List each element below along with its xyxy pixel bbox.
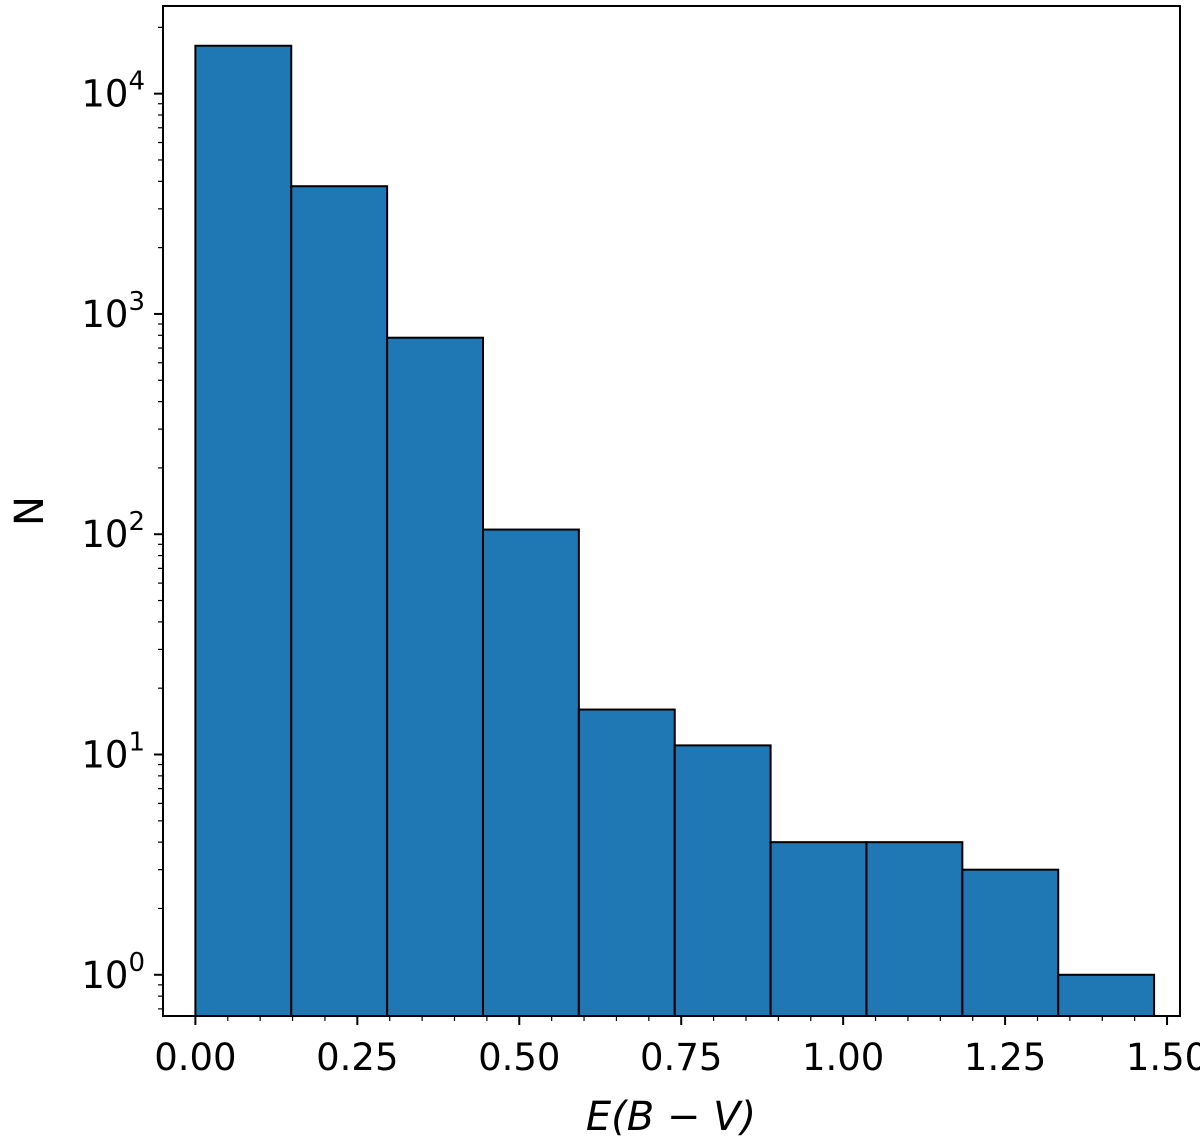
y-axis-label: N (7, 496, 53, 526)
ticks-group: 0.00 0.25 0.50 0.75 1.00 1.25 1.50 100 101 102 103… (81, 26, 1200, 1079)
x-tick-label: 0.50 (478, 1036, 560, 1079)
x-tick-label: 1.50 (1126, 1036, 1200, 1079)
y-tick-label: 102 (81, 507, 145, 556)
x-tick-label: 0.75 (640, 1036, 722, 1079)
y-tick-label: 103 (81, 287, 145, 336)
histogram-bar (1057, 973, 1156, 1018)
histogram-bar (961, 868, 1060, 1017)
histogram-bar (290, 185, 389, 1017)
y-tick-label: 100 (81, 948, 145, 997)
histogram-bar (577, 708, 676, 1017)
histogram-bar (386, 336, 484, 1018)
x-axis-label: E(B − V) (586, 1094, 756, 1140)
histogram-bar (673, 744, 772, 1017)
histogram-bar (194, 44, 293, 1017)
plot-frame (162, 5, 1181, 1017)
histogram-bar (769, 841, 868, 1017)
x-tick-label: 1.00 (802, 1036, 884, 1079)
y-tick-label: 101 (81, 728, 145, 777)
x-tick-label: 0.00 (154, 1036, 236, 1079)
x-tick-label: 0.25 (316, 1036, 398, 1079)
histogram-bar (865, 841, 964, 1017)
bars-group (194, 44, 1156, 1018)
histogram-bar (481, 528, 580, 1018)
x-tick-label: 1.25 (964, 1036, 1046, 1079)
y-tick-label: 104 (81, 67, 145, 116)
